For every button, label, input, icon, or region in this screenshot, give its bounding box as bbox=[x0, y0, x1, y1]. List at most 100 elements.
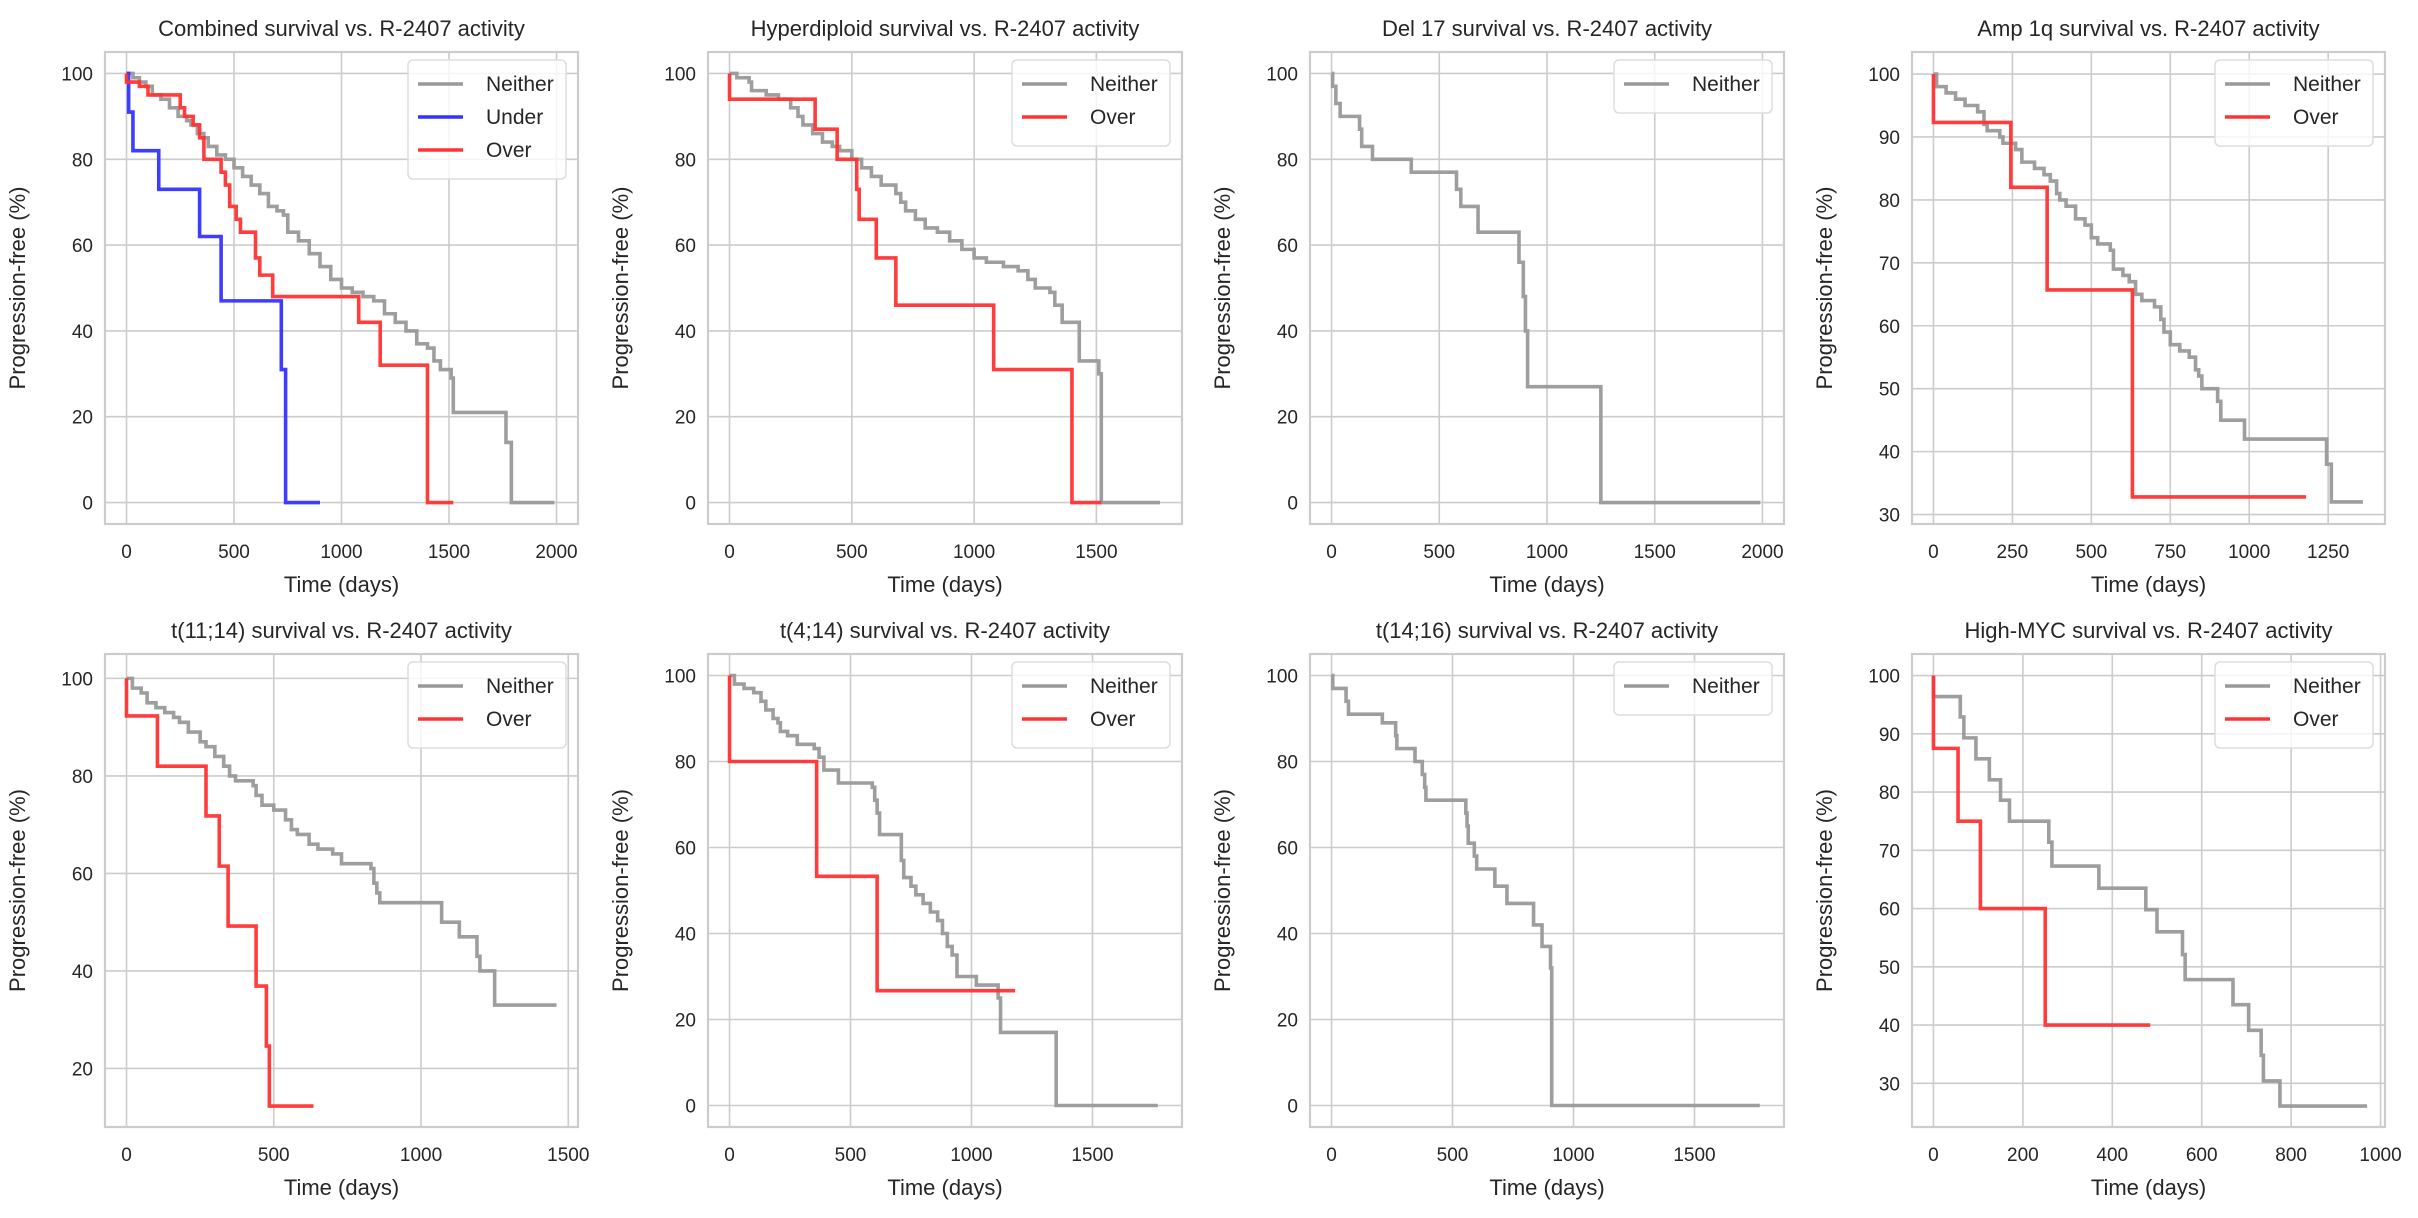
subplot-8: 0 200 400 600 800 1000 30 40 50 60 70 80 90 100 High-M… bbox=[1812, 618, 2402, 1200]
y-tick-label: 0 bbox=[1287, 1097, 1298, 1118]
km-curve-over bbox=[727, 675, 1016, 993]
legend-label: Neither bbox=[486, 73, 554, 96]
x-tick-label: 500 bbox=[836, 542, 868, 563]
subplot-1: 0 500 1000 1500 2000 0 20 40 60 80 100 Combined sur… bbox=[5, 16, 580, 597]
y-tick-label: 40 bbox=[1277, 925, 1298, 946]
y-tick-label: 60 bbox=[1879, 317, 1900, 338]
y-axis-label: Progression-free (%) bbox=[1812, 789, 1837, 992]
x-tick-label: 600 bbox=[2186, 1145, 2218, 1166]
legend-label: Neither bbox=[1090, 73, 1158, 96]
legend-label: Over bbox=[1090, 106, 1136, 129]
x-tick-label: 1000 bbox=[320, 542, 362, 563]
y-tick-label: 60 bbox=[72, 864, 93, 885]
legend-label: Neither bbox=[486, 675, 554, 698]
x-axis-label: Time (days) bbox=[284, 1175, 399, 1200]
subplot-title: t(11;14) survival vs. R-2407 activity bbox=[171, 618, 512, 643]
legend: Neither Over bbox=[407, 661, 567, 749]
subplot-2: 0 500 1000 1500 0 20 40 60 80 100 Hyperdiploid sur… bbox=[608, 16, 1184, 597]
y-tick-label: 80 bbox=[675, 753, 696, 774]
legend-label: Neither bbox=[2293, 675, 2361, 698]
y-tick-label: 100 bbox=[1266, 64, 1298, 85]
y-axis-label: Progression-free (%) bbox=[5, 789, 30, 992]
y-tick-label: 20 bbox=[675, 408, 696, 429]
x-tick-label: 1250 bbox=[2307, 542, 2349, 563]
km-curve-over bbox=[1931, 74, 2307, 499]
x-tick-label: 1500 bbox=[428, 542, 470, 563]
y-tick-label: 60 bbox=[1277, 236, 1298, 257]
x-tick-label: 500 bbox=[2075, 542, 2107, 563]
y-tick-label: 100 bbox=[1868, 65, 1900, 86]
subplot-3: 0 500 1000 1500 2000 0 20 40 60 80 100 Del 17 survi… bbox=[1210, 16, 1786, 597]
y-tick-label: 80 bbox=[1277, 150, 1298, 171]
x-tick-label: 500 bbox=[835, 1145, 867, 1166]
y-axis-label: Progression-free (%) bbox=[1812, 187, 1837, 390]
x-tick-label: 0 bbox=[1326, 1145, 1337, 1166]
axes-frame bbox=[706, 50, 1184, 526]
x-tick-label: 0 bbox=[724, 542, 735, 563]
y-tick-label: 20 bbox=[72, 1059, 93, 1080]
x-tick-label: 500 bbox=[1423, 542, 1455, 563]
subplot-4: 0 250 500 750 1000 1250 30 40 50 60 70 80 90 100 Amp 1… bbox=[1812, 16, 2387, 597]
y-tick-label: 50 bbox=[1879, 958, 1900, 979]
y-tick-label: 100 bbox=[664, 64, 696, 85]
y-tick-label: 20 bbox=[72, 408, 93, 429]
y-tick-label: 100 bbox=[664, 667, 696, 688]
km-curve-over bbox=[1931, 675, 2151, 1027]
x-axis-label: Time (days) bbox=[2091, 572, 2206, 597]
y-tick-label: 100 bbox=[1266, 667, 1298, 688]
legend-label: Neither bbox=[1692, 675, 1760, 698]
km-curve-neither bbox=[1933, 72, 2363, 504]
x-tick-label: 1500 bbox=[1673, 1145, 1715, 1166]
y-tick-label: 40 bbox=[72, 322, 93, 343]
subplot-title: High-MYC survival vs. R-2407 activity bbox=[1965, 618, 2333, 643]
x-tick-label: 0 bbox=[121, 1145, 132, 1166]
x-tick-label: 0 bbox=[121, 542, 132, 563]
km-curve-neither bbox=[729, 673, 1158, 1108]
y-tick-label: 90 bbox=[1879, 725, 1900, 746]
legend-box bbox=[1011, 661, 1171, 749]
x-tick-label: 1000 bbox=[1526, 542, 1568, 563]
axes-frame bbox=[1910, 652, 2387, 1129]
axes-frame bbox=[1308, 50, 1786, 526]
x-tick-label: 1000 bbox=[950, 1145, 992, 1166]
y-tick-label: 80 bbox=[1879, 191, 1900, 212]
subplot-title: t(14;16) survival vs. R-2407 activity bbox=[1376, 618, 1718, 643]
x-tick-label: 800 bbox=[2275, 1145, 2307, 1166]
km-curve-over bbox=[124, 678, 314, 1108]
x-tick-label: 1500 bbox=[547, 1145, 589, 1166]
legend-box bbox=[2214, 59, 2374, 147]
x-axis-label: Time (days) bbox=[887, 1175, 1002, 1200]
subplot-5: 0 500 1000 1500 20 40 60 80 100 t(11;14) survival… bbox=[5, 618, 589, 1200]
legend: Neither Under Over bbox=[407, 59, 567, 180]
km-curve-neither bbox=[1330, 71, 1761, 505]
y-tick-label: 40 bbox=[1879, 1016, 1900, 1037]
y-axis-label: Progression-free (%) bbox=[608, 789, 633, 992]
axes-frame bbox=[103, 50, 580, 526]
x-tick-label: 400 bbox=[2096, 1145, 2128, 1166]
legend-box bbox=[407, 661, 567, 749]
x-tick-label: 1500 bbox=[1075, 542, 1117, 563]
km-curve-over bbox=[124, 73, 454, 505]
x-tick-label: 0 bbox=[724, 1145, 735, 1166]
legend: Neither Over bbox=[1011, 59, 1171, 147]
legend-label: Over bbox=[1090, 708, 1136, 731]
subplot-title: Amp 1q survival vs. R-2407 activity bbox=[1977, 16, 2319, 41]
y-tick-label: 40 bbox=[1277, 322, 1298, 343]
y-tick-label: 30 bbox=[1879, 1074, 1900, 1095]
km-curve-over bbox=[727, 73, 1102, 505]
y-tick-label: 70 bbox=[1879, 841, 1900, 862]
x-tick-label: 250 bbox=[1997, 542, 2029, 563]
x-tick-label: 1000 bbox=[1552, 1145, 1594, 1166]
subplot-title: Hyperdiploid survival vs. R-2407 activit… bbox=[751, 16, 1140, 41]
x-tick-label: 1000 bbox=[2359, 1145, 2401, 1166]
y-tick-label: 80 bbox=[1277, 753, 1298, 774]
x-axis-label: Time (days) bbox=[2091, 1175, 2206, 1200]
axes-frame bbox=[1910, 50, 2387, 526]
km-curve-neither bbox=[126, 676, 557, 1007]
km-curve-neither bbox=[126, 71, 555, 505]
y-tick-label: 20 bbox=[675, 1011, 696, 1032]
x-tick-label: 750 bbox=[2154, 542, 2186, 563]
y-tick-label: 100 bbox=[1868, 667, 1900, 688]
y-axis-label: Progression-free (%) bbox=[1210, 187, 1235, 390]
